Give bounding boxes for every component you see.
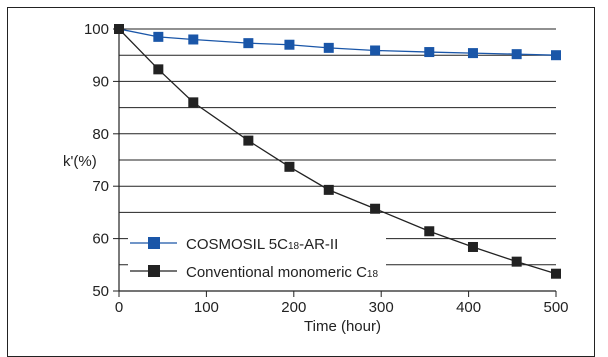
data-point-s0-2 xyxy=(188,34,199,45)
x-tick-label-300: 300 xyxy=(369,299,394,316)
data-point-s1-10 xyxy=(551,268,561,279)
legend-marker-cosmosil xyxy=(148,237,160,249)
data-point-s0-5 xyxy=(323,42,334,53)
data-point-s1-8 xyxy=(467,241,478,252)
data-point-s1-5 xyxy=(323,184,334,195)
data-point-s1-9 xyxy=(511,256,522,267)
data-point-s0-9 xyxy=(511,49,522,60)
x-tick-label-100: 100 xyxy=(194,299,219,316)
series-line-0 xyxy=(118,28,557,56)
legend: COSMOSIL 5C18-AR-II Conventional monomer… xyxy=(128,234,386,286)
y-tick-label-80: 80 xyxy=(92,126,109,143)
data-point-s1-4 xyxy=(284,161,295,172)
data-point-s0-8 xyxy=(467,48,478,59)
data-point-s0-7 xyxy=(424,47,435,58)
x-tick-label-200: 200 xyxy=(281,299,306,316)
y-tick-label-50: 50 xyxy=(92,283,109,300)
y-tick-label-100: 100 xyxy=(84,21,109,38)
line-chart: 50 60 70 80 90 100 0 100 200 300 400 500 k'(%) Time… xyxy=(63,21,569,335)
axes xyxy=(118,29,556,292)
x-axis-title: Time (hour) xyxy=(304,318,381,335)
data-point-s0-1 xyxy=(153,31,164,42)
data-point-s1-7 xyxy=(424,226,435,237)
x-tick-label-0: 0 xyxy=(115,299,123,316)
data-point-s1-2 xyxy=(188,97,199,108)
y-tick-label-70: 70 xyxy=(92,178,109,195)
chart-frame xyxy=(7,7,595,357)
data-point-s1-1 xyxy=(153,64,164,75)
data-point-s0-10 xyxy=(551,50,561,61)
data-point-s0-6 xyxy=(370,45,381,56)
y-tick-label-60: 60 xyxy=(92,231,109,248)
legend-marker-conventional xyxy=(148,265,160,277)
grid-lines xyxy=(119,28,556,266)
data-point-s0-4 xyxy=(284,39,295,50)
data-point-s1-0 xyxy=(114,24,124,34)
y-tick-label-90: 90 xyxy=(92,73,109,90)
legend-label-cosmosil: COSMOSIL 5C18-AR-II xyxy=(186,236,338,253)
legend-label-conventional: Conventional monomeric C18 xyxy=(186,264,378,281)
data-point-s0-3 xyxy=(243,38,254,49)
x-tick-label-500: 500 xyxy=(543,299,568,316)
y-axis-title: k'(%) xyxy=(63,153,97,170)
data-point-s1-3 xyxy=(243,135,254,146)
tick-labels: 50 60 70 80 90 100 0 100 200 300 400 500 xyxy=(84,21,569,316)
data-point-s1-6 xyxy=(370,203,381,214)
series-group xyxy=(114,24,561,279)
x-tick-label-400: 400 xyxy=(456,299,481,316)
